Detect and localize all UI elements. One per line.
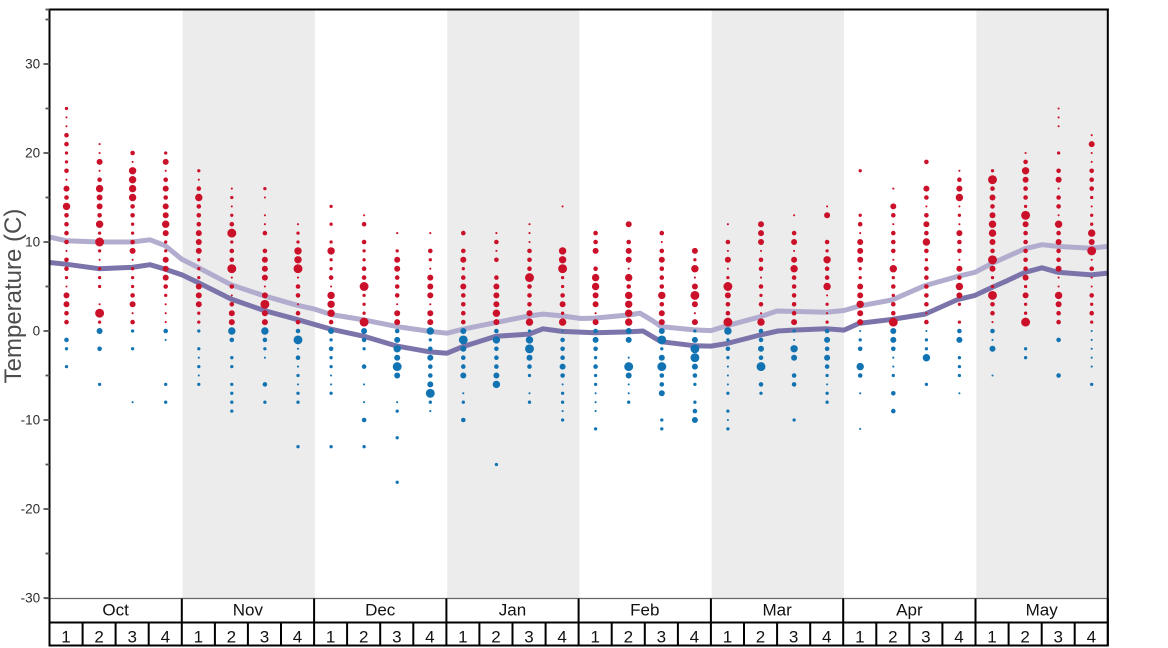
svg-text:Jan: Jan — [499, 601, 526, 620]
svg-text:4: 4 — [557, 628, 566, 647]
svg-text:-20: -20 — [21, 502, 41, 517]
svg-text:Apr: Apr — [896, 601, 923, 620]
svg-text:2: 2 — [756, 628, 765, 647]
svg-text:1: 1 — [194, 628, 203, 647]
svg-text:4: 4 — [690, 628, 699, 647]
svg-text:1: 1 — [61, 628, 70, 647]
svg-text:2: 2 — [1020, 628, 1029, 647]
svg-text:4: 4 — [293, 628, 302, 647]
svg-text:Nov: Nov — [233, 601, 264, 620]
svg-text:3: 3 — [524, 628, 533, 647]
svg-text:1: 1 — [458, 628, 467, 647]
svg-text:Oct: Oct — [102, 601, 129, 620]
svg-text:4: 4 — [822, 628, 831, 647]
svg-text:1: 1 — [590, 628, 599, 647]
svg-text:3: 3 — [789, 628, 798, 647]
svg-text:1: 1 — [987, 628, 996, 647]
svg-text:2: 2 — [491, 628, 500, 647]
svg-text:1: 1 — [855, 628, 864, 647]
svg-text:10: 10 — [25, 235, 40, 250]
svg-text:3: 3 — [657, 628, 666, 647]
svg-text:3: 3 — [921, 628, 930, 647]
svg-text:20: 20 — [25, 146, 40, 161]
svg-text:4: 4 — [1087, 628, 1096, 647]
svg-text:4: 4 — [161, 628, 170, 647]
svg-text:4: 4 — [954, 628, 963, 647]
svg-text:1: 1 — [326, 628, 335, 647]
svg-text:3: 3 — [127, 628, 136, 647]
svg-text:1: 1 — [723, 628, 732, 647]
svg-text:3: 3 — [1053, 628, 1062, 647]
svg-text:0: 0 — [33, 324, 41, 339]
svg-text:Dec: Dec — [365, 601, 396, 620]
svg-text:2: 2 — [888, 628, 897, 647]
svg-text:-30: -30 — [21, 591, 41, 606]
svg-text:-10: -10 — [21, 413, 41, 428]
svg-text:4: 4 — [425, 628, 434, 647]
svg-text:Feb: Feb — [630, 601, 659, 620]
svg-text:2: 2 — [359, 628, 368, 647]
svg-text:3: 3 — [260, 628, 269, 647]
svg-text:30: 30 — [25, 57, 40, 72]
svg-text:May: May — [1026, 601, 1059, 620]
svg-text:2: 2 — [94, 628, 103, 647]
svg-text:2: 2 — [227, 628, 236, 647]
svg-text:3: 3 — [392, 628, 401, 647]
svg-text:2: 2 — [624, 628, 633, 647]
svg-text:Mar: Mar — [762, 601, 792, 620]
svg-text:Temperature (C): Temperature (C) — [0, 209, 27, 384]
